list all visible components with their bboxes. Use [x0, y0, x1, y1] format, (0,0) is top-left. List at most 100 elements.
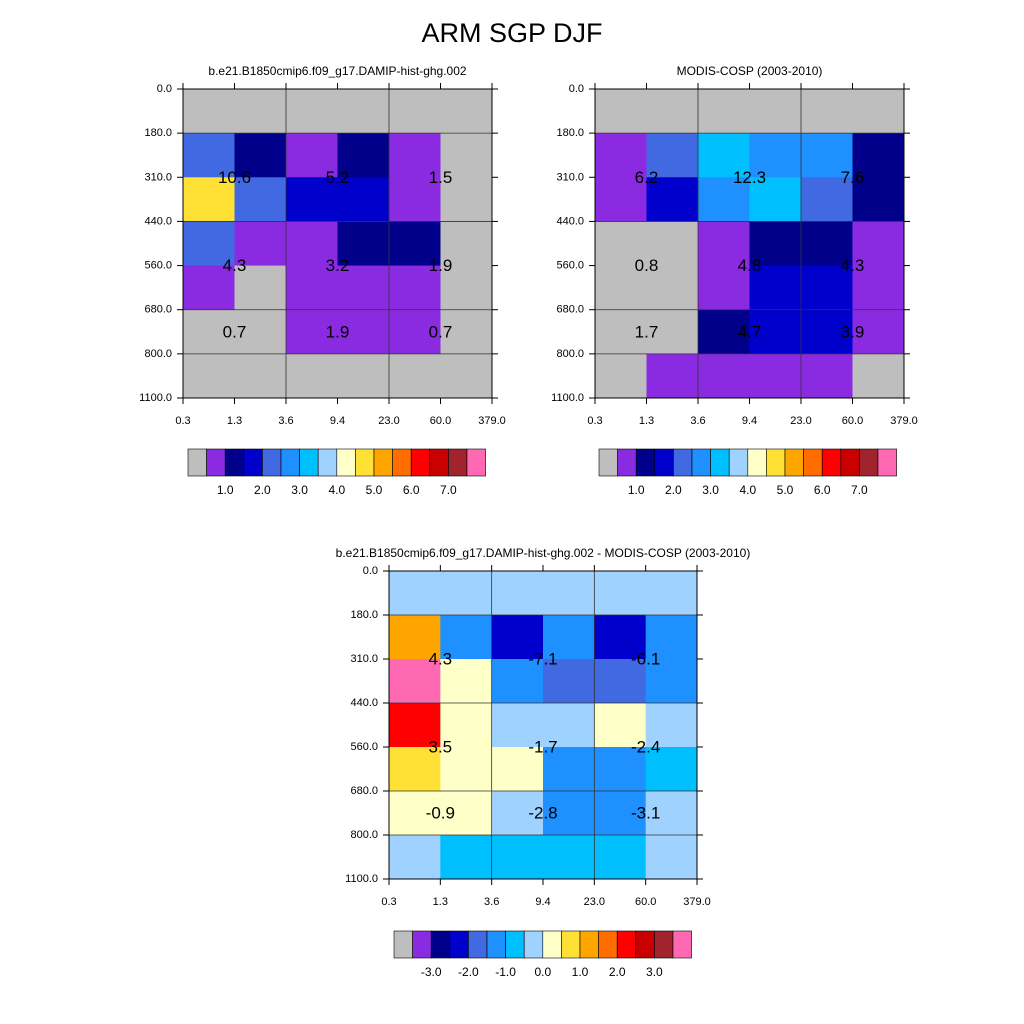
heatmap-cell	[234, 221, 287, 267]
heatmap-cell	[594, 703, 647, 748]
panel-2: MODIS-COSP (2003-2010) 0.0 180.0 310.0 440.0…	[551, 64, 918, 497]
heatmap-cell	[646, 221, 699, 267]
colorbar-label: 4.0	[739, 483, 756, 497]
x-tick-label: 379.0	[478, 415, 506, 427]
heatmap-cell	[389, 747, 441, 792]
y-tick-label: 0.0	[157, 83, 172, 95]
colorbar-label: 6.0	[403, 483, 420, 497]
heatmap-cell	[801, 89, 853, 134]
block-value-label: 3.5	[429, 738, 453, 757]
colorbar-swatch	[691, 448, 711, 477]
colorbar-swatch	[673, 448, 693, 477]
colorbar-swatch	[317, 448, 338, 477]
colorbar-label: 7.0	[440, 483, 457, 497]
heatmap-cell	[440, 265, 493, 311]
block-gridlines	[595, 89, 904, 398]
block-value-label: -1.7	[528, 738, 557, 757]
heatmap-cell	[286, 177, 338, 222]
colorbar-swatch	[654, 930, 674, 959]
heatmap-cell	[852, 353, 905, 399]
panel-1: b.e21.B1850cmip6.f09_g17.DAMIP-hist-ghg.…	[139, 64, 506, 497]
heatmap-cell	[595, 221, 647, 267]
colorbar-swatch	[505, 930, 525, 959]
block-gridlines	[389, 571, 697, 879]
heatmap-cell	[645, 659, 698, 704]
heatmap-cell	[801, 309, 853, 355]
heatmap-cell	[183, 221, 235, 267]
heatmap-cell	[234, 353, 287, 399]
heatmap-cells	[183, 89, 493, 399]
heatmap-cell	[440, 747, 493, 792]
x-tick-label: 379.0	[890, 415, 918, 427]
x-tick-label: 379.0	[683, 896, 711, 908]
y-tick-label: 1100.0	[139, 392, 172, 404]
heatmap-cell	[852, 177, 905, 222]
heatmap-cell	[389, 265, 441, 311]
heatmap-cell	[698, 221, 750, 267]
heatmap-cell	[337, 89, 390, 134]
y-tick-label: 440.0	[556, 215, 584, 227]
heatmap-cell	[234, 133, 287, 178]
heatmap-cell	[389, 791, 441, 836]
y-tick-label: 180.0	[556, 127, 584, 139]
colorbar-swatch	[728, 448, 749, 477]
colorbar-label: 3.0	[702, 483, 719, 497]
heatmap-cell	[595, 89, 647, 134]
colorbar-swatch	[523, 930, 544, 959]
y-tick-label: 560.0	[350, 741, 378, 753]
x-tick-label: 0.3	[175, 415, 190, 427]
colorbar-swatch	[803, 448, 823, 477]
y-tick-label: 680.0	[144, 304, 172, 316]
x-tick-label: 60.0	[842, 415, 863, 427]
heatmap-cell	[749, 221, 802, 267]
heatmap-cell	[337, 133, 390, 178]
heatmap-cell	[852, 221, 905, 267]
heatmap-cell	[543, 835, 595, 880]
x-tick-label: 9.4	[742, 415, 757, 427]
heatmap-cell	[234, 309, 287, 355]
block-value-label: 3.2	[326, 256, 350, 275]
heatmap-cell	[491, 659, 544, 704]
colorbar-swatch	[393, 930, 413, 959]
colorbar-label: 6.0	[814, 483, 831, 497]
x-tick-label: 1.3	[639, 415, 654, 427]
heatmap-cell	[749, 133, 802, 178]
block-value-label: 4.7	[738, 322, 762, 341]
heatmap-cell	[234, 265, 287, 311]
colorbar-label: 2.0	[609, 965, 626, 979]
heatmap-cell	[594, 659, 647, 704]
heatmap-cell	[440, 835, 493, 880]
heatmap-cell	[337, 221, 390, 267]
block-value-label: -7.1	[528, 650, 557, 669]
colorbar-label: 1.0	[628, 483, 645, 497]
x-tick-label: 60.0	[635, 896, 656, 908]
heatmap-cell	[389, 309, 441, 355]
colorbar-swatch	[299, 448, 319, 477]
y-tick-label: 800.0	[556, 348, 584, 360]
x-tick-label: 9.4	[330, 415, 345, 427]
heatmap-cell	[440, 309, 493, 355]
x-tick-label: 0.3	[587, 415, 602, 427]
colorbar-swatch	[355, 448, 375, 477]
colorbar: -3.0 -2.0 -1.0 0.0 1.0 2.0 3.0	[393, 930, 692, 979]
colorbar-swatch	[429, 448, 449, 477]
heatmap-cell	[389, 703, 441, 748]
heatmap-cell	[646, 89, 699, 134]
heatmap-cell	[801, 353, 853, 399]
colorbar-swatch	[224, 448, 245, 477]
colorbar-label: -3.0	[421, 965, 442, 979]
colorbar-swatch	[635, 448, 656, 477]
block-value-label: 1.9	[326, 322, 350, 341]
heatmap-cell	[389, 615, 441, 660]
heatmap-cell	[234, 177, 287, 222]
colorbar-swatch	[598, 448, 618, 477]
block-value-label: 10.6	[218, 168, 251, 187]
colorbar-label: 0.0	[534, 965, 551, 979]
heatmap-cell	[286, 221, 338, 267]
tick-marks	[177, 83, 498, 404]
heatmap-cell	[389, 133, 441, 178]
colorbar-swatch	[392, 448, 412, 477]
panel-title: b.e21.B1850cmip6.f09_g17.DAMIP-hist-ghg.…	[208, 64, 466, 78]
heatmap-cells	[389, 571, 698, 880]
